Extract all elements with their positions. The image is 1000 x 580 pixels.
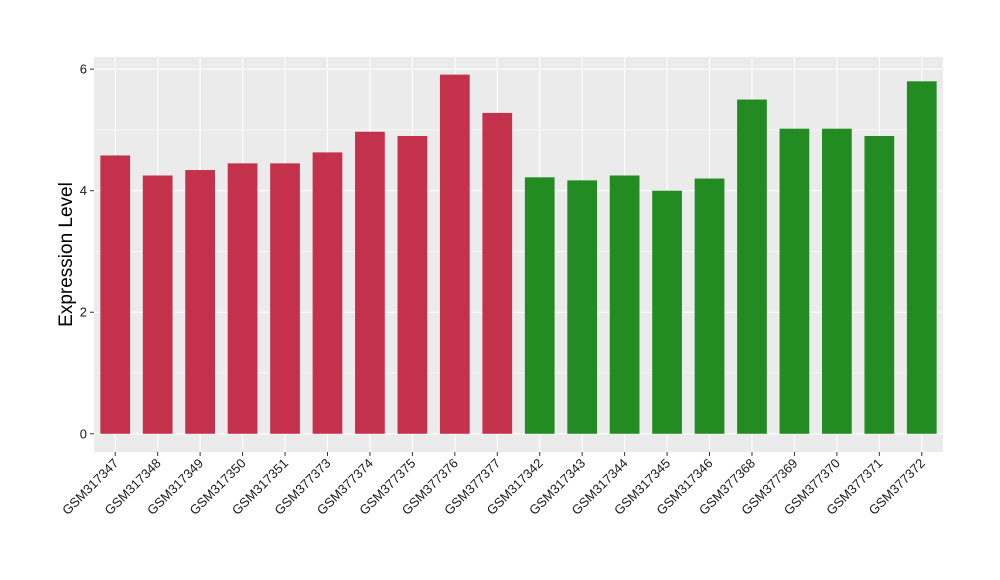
bar-GSM317345 — [652, 190, 682, 434]
y-axis: 0 2 4 6 — [80, 62, 94, 441]
bar-GSM317346 — [694, 178, 725, 434]
bar-GSM377376 — [439, 74, 470, 434]
bar-GSM377368 — [737, 99, 767, 434]
bar-GSM317351 — [270, 163, 300, 434]
bar-GSM377372 — [906, 81, 937, 434]
bar-GSM317350 — [227, 163, 258, 434]
plot-panel — [94, 57, 943, 452]
y-tick-label: 0 — [80, 426, 87, 441]
y-tick-label: 4 — [80, 183, 87, 198]
bar-GSM317348 — [142, 175, 173, 434]
bar-GSM377374 — [355, 131, 385, 434]
y-tick-label: 2 — [80, 305, 87, 320]
bar-GSM317343 — [567, 180, 598, 434]
bar-GSM377369 — [779, 128, 810, 434]
y-tick-label: 6 — [80, 62, 87, 77]
y-axis-title: Expression Level — [56, 182, 77, 327]
bar-GSM377375 — [397, 136, 428, 434]
bar-GSM317344 — [609, 175, 640, 434]
bars — [100, 74, 937, 434]
bar-GSM377371 — [864, 136, 895, 434]
bar-GSM377377 — [482, 112, 513, 434]
bar-GSM377370 — [822, 128, 852, 434]
x-axis: GSM317347GSM317348GSM317349GSM317350GSM3… — [59, 452, 928, 518]
bar-GSM317342 — [524, 177, 555, 434]
bar-GSM377373 — [312, 152, 343, 434]
bar-GSM317347 — [100, 155, 131, 434]
bar-GSM317349 — [185, 170, 215, 434]
